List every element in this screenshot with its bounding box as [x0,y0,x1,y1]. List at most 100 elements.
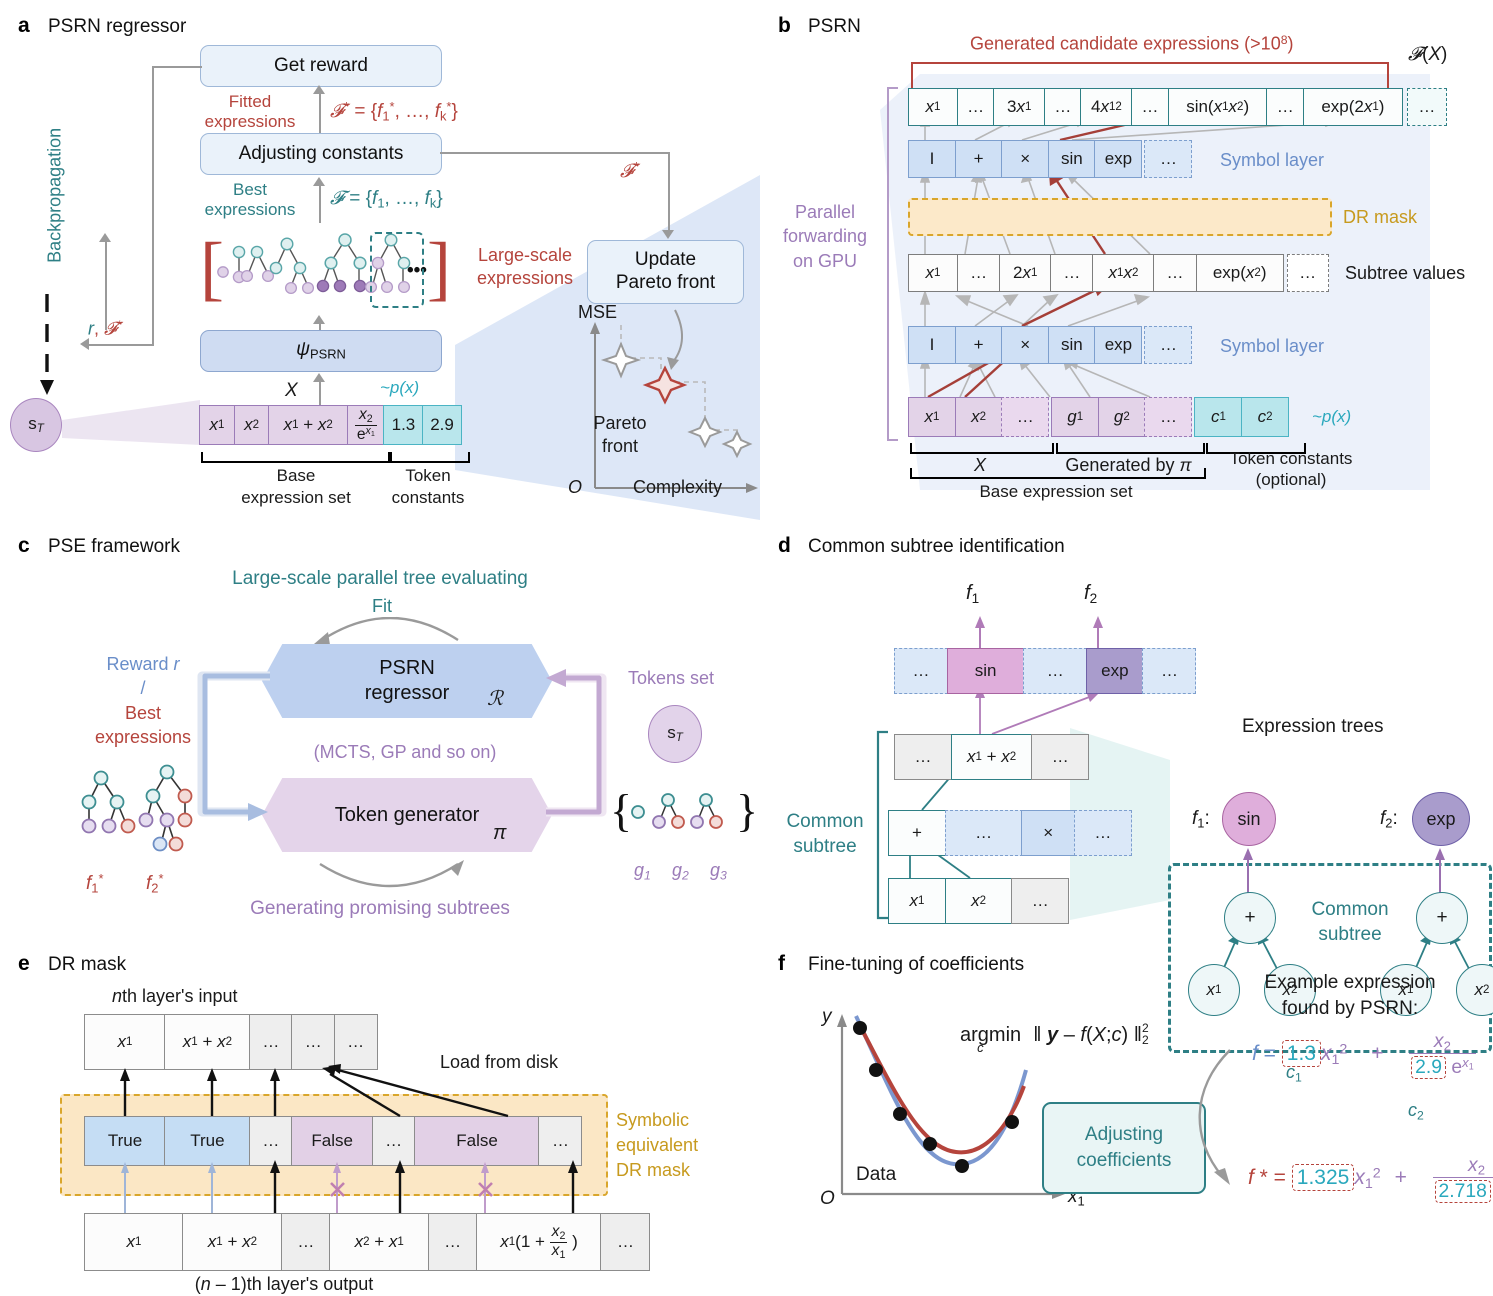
psrn-operator-box[interactable]: ψPSRN [200,330,442,372]
panel-a-letter: a [18,14,30,37]
subtree-cell[interactable]: … [956,254,1001,292]
mcts-caption: (MCTS, GP and so on) [313,742,497,762]
state-token-ellipse-c[interactable]: sT [648,705,702,763]
row-cell-exp[interactable]: exp [1085,648,1144,694]
c1-before-name: c1 [1286,1062,1302,1085]
row-cell[interactable]: … [1011,878,1070,924]
subtree-cell[interactable]: … [1153,254,1198,292]
symbol-cell[interactable]: … [1144,326,1193,364]
mask-cell-false[interactable]: False [291,1116,374,1166]
row-cell[interactable]: … [333,1014,378,1070]
subtree-cell[interactable]: … [1286,254,1329,292]
symbol-cell[interactable]: exp [1094,326,1143,364]
adjusting-constants-box[interactable]: Adjusting constants [200,133,442,175]
symbol-cell[interactable]: I [908,326,956,364]
row-cell[interactable]: … [894,734,952,780]
row-cell[interactable]: … [248,1014,293,1070]
mask-cell-false[interactable]: False [414,1116,541,1166]
output-cell[interactable]: … [1266,88,1305,126]
row-cell[interactable]: + [888,810,946,856]
token-generator-hexagon[interactable]: Token generator [262,778,552,852]
row-cell[interactable]: … [1023,648,1088,694]
adjusting-coefficients-box[interactable]: Adjusting coefficients [1042,1102,1206,1194]
update-pareto-front-box[interactable]: Update Pareto front [587,240,744,304]
row-cell[interactable]: … [894,648,948,694]
row-cell[interactable]: … [1073,810,1132,856]
arrowhead-up-adjust [313,177,325,186]
symbol-cell[interactable]: × [1001,326,1050,364]
symbol-cell[interactable]: … [1144,140,1193,178]
panel-c: c PSE framework Large-scale parallel tre… [0,520,760,940]
row-cell[interactable]: … [944,810,1023,856]
subtree-cell[interactable]: … [1049,254,1094,292]
subtree-cell[interactable]: exp(x 2) [1195,254,1284,292]
constant-cell[interactable]: 2.9 [422,405,463,445]
row-cell[interactable]: × [1021,810,1076,856]
state-token-ellipse[interactable]: sT [10,398,62,452]
output-cell[interactable]: … [1131,88,1170,126]
row-cell[interactable]: … [1142,648,1197,694]
feedback-line-bottom [88,344,154,347]
panel-c-letter: c [18,534,30,557]
panel-d-letter: d [778,534,791,557]
parallel-tree-eval-caption: Large-scale parallel tree evaluating [232,568,528,589]
tree1-node-plus[interactable]: + [1224,892,1276,944]
constant-cell[interactable]: 1.3 [383,405,424,445]
psrn-regressor-hexagon[interactable]: PSRN regressor [262,644,552,718]
output-cell[interactable]: exp(2 x 1) [1302,88,1403,126]
row-cell[interactable]: … [1031,734,1090,780]
output-cell[interactable]: sin(x 1 x 2) [1167,88,1268,126]
get-reward-box[interactable]: Get reward [200,45,442,87]
tree2-root-exp[interactable]: exp [1412,792,1470,846]
output-cell[interactable]: … [956,88,995,126]
tree1-root-sin[interactable]: sin [1222,792,1276,846]
chart-origin-label: O [820,1188,835,1209]
output-cell[interactable]: … [1406,88,1447,126]
row-cell[interactable]: … [291,1014,336,1070]
mask-cell[interactable]: … [371,1116,416,1166]
symbol-cell[interactable]: sin [1047,140,1096,178]
symbol-cell[interactable]: I [908,140,956,178]
arrow-adjust-to-reward [319,92,322,133]
tree2-node-plus[interactable]: + [1416,892,1468,944]
symbol-layer-label-top: Symbol layer [1220,150,1325,170]
symbol-cell[interactable]: × [1001,140,1050,178]
mask-cell-true[interactable]: True [164,1116,251,1166]
output-cell[interactable]: … [1043,88,1082,126]
f1-output-label: f1 [966,582,980,606]
symbol-cell[interactable]: + [954,326,1003,364]
best-expression-trees [81,764,193,852]
panel-b-letter: b [778,14,791,37]
symbol-cell[interactable]: exp [1094,140,1143,178]
mask-cell[interactable]: … [538,1116,583,1166]
input-cell[interactable]: … [1001,397,1050,437]
symbol-cell[interactable]: sin [1047,326,1096,364]
input-cell[interactable]: … [1144,397,1193,437]
symbol-cell[interactable]: + [954,140,1003,178]
token-cell[interactable]: x2 ex1 [346,405,385,445]
brace-base-b [910,468,1206,479]
